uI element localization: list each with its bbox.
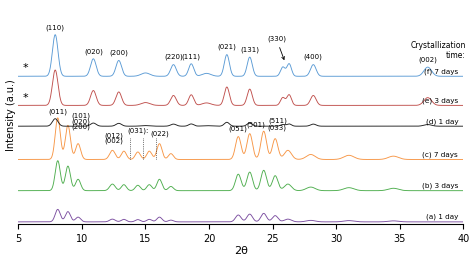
Text: (220): (220)	[164, 54, 183, 61]
Text: (f) 7 days: (f) 7 days	[424, 68, 458, 75]
Text: (501): (501)	[247, 121, 266, 128]
Text: (002): (002)	[105, 138, 124, 144]
Text: Crystallization
time:: Crystallization time:	[410, 41, 466, 60]
Text: (110): (110)	[46, 24, 65, 30]
Text: (111): (111)	[182, 53, 201, 60]
Text: (020): (020)	[84, 48, 103, 55]
Text: (011): (011)	[48, 108, 67, 114]
Text: (002): (002)	[418, 56, 437, 63]
Text: (051): (051)	[229, 126, 248, 132]
Text: (330): (330)	[267, 36, 286, 59]
Text: (021): (021)	[218, 44, 236, 51]
Text: (a) 1 day: (a) 1 day	[426, 214, 458, 220]
X-axis label: 2θ: 2θ	[234, 247, 248, 256]
Text: (033): (033)	[267, 125, 286, 131]
Text: (d) 1 day: (d) 1 day	[426, 118, 458, 124]
Text: (200): (200)	[109, 50, 128, 56]
Text: (e) 3 days: (e) 3 days	[422, 97, 458, 104]
Text: (131): (131)	[240, 46, 259, 53]
Text: $*$: $*$	[22, 91, 29, 101]
Text: (022): (022)	[150, 130, 169, 137]
Text: (031):: (031):	[128, 127, 149, 134]
Y-axis label: Intensity (a.u.): Intensity (a.u.)	[6, 79, 16, 151]
Text: (020): (020)	[71, 118, 90, 124]
Text: (511): (511)	[269, 118, 288, 124]
Text: (400): (400)	[304, 54, 323, 61]
Text: (101): (101)	[71, 112, 90, 119]
Text: (200): (200)	[71, 124, 90, 130]
Text: (012): (012)	[105, 132, 124, 139]
Text: (c) 7 days: (c) 7 days	[422, 151, 458, 158]
Text: (b) 3 days: (b) 3 days	[422, 183, 458, 189]
Text: $*$: $*$	[22, 61, 29, 71]
